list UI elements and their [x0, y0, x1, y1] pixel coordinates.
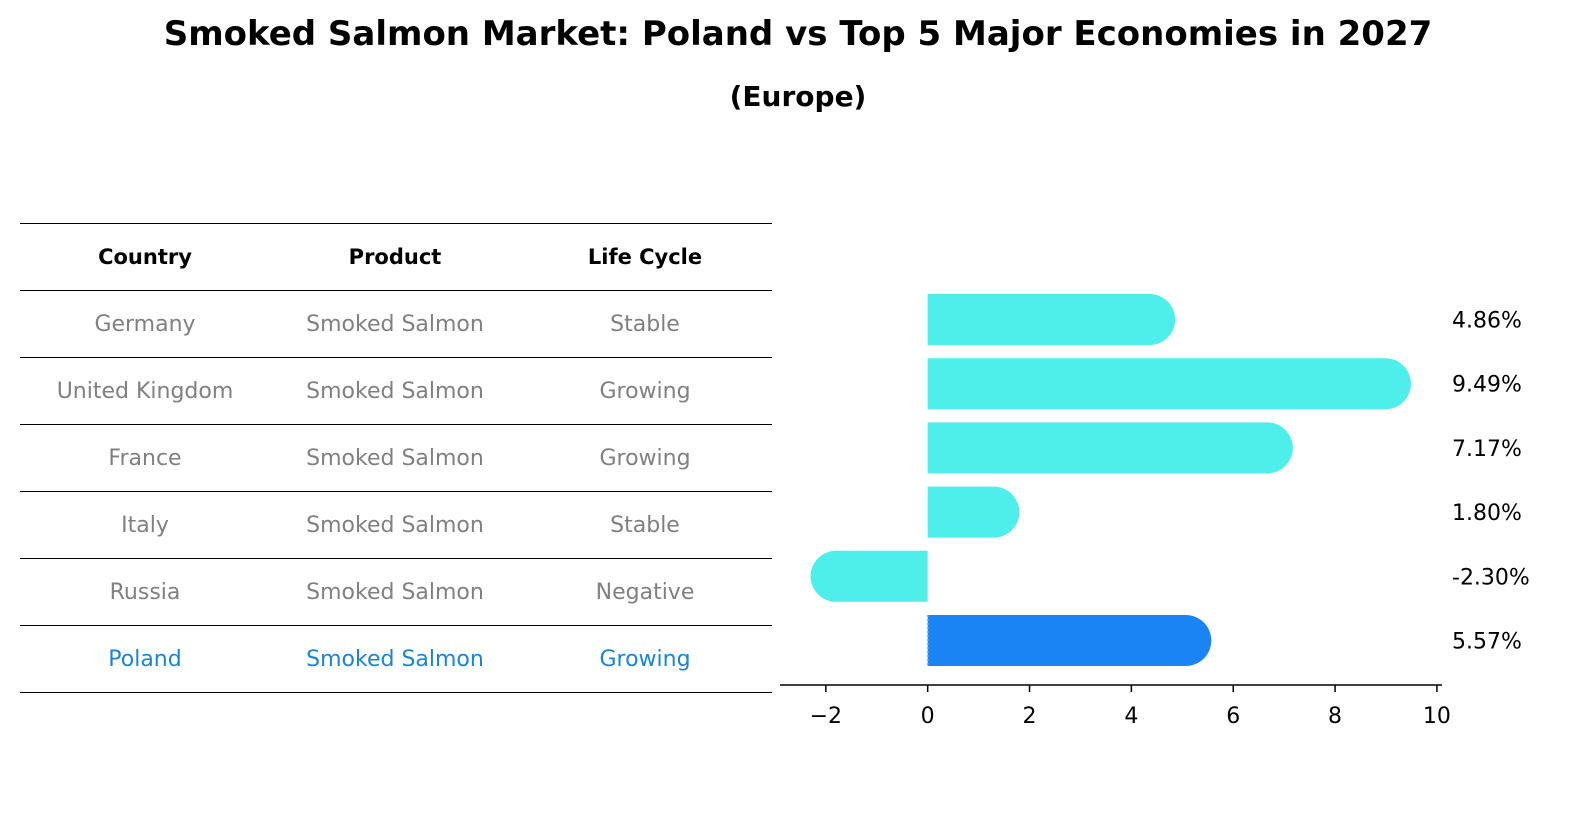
life-cycle-cell: Growing [599, 378, 691, 404]
product-cell: Smoked Salmon [306, 445, 484, 471]
x-tick-label: 8 [1328, 704, 1342, 729]
table-row-highlighted: Poland Smoked Salmon Growing [20, 625, 772, 693]
bar-united-kingdom [927, 358, 1411, 410]
comparison-table: Country Product Life Cycle Germany Smoke… [20, 223, 772, 693]
country-cell: Poland [108, 646, 182, 672]
bar-germany [927, 294, 1176, 345]
country-cell: United Kingdom [56, 378, 234, 404]
product-cell: Smoked Salmon [306, 512, 484, 538]
life-cycle-cell: Stable [610, 311, 680, 337]
table-row: United Kingdom Smoked Salmon Growing [20, 357, 772, 424]
country-cell: Russia [109, 579, 181, 605]
growth-bar-chart: 4.86% 9.49% 7.17% 1.80% -2.30% 5.57% −2 0 2 4 6 8 10 [780, 294, 1530, 729]
data-label: 9.49% [1452, 373, 1522, 398]
country-cell: Italy [121, 512, 169, 538]
chart-subtitle: (Europe) [729, 80, 867, 113]
table-row: Russia Smoked Salmon Negative [20, 558, 772, 625]
life-cycle-cell: Growing [599, 445, 691, 471]
data-label: -2.30% [1452, 565, 1530, 590]
header-product: Product [348, 245, 442, 269]
bar-russia [810, 550, 928, 602]
life-cycle-cell: Growing [599, 646, 691, 672]
table-header-row: Country Product Life Cycle [20, 223, 772, 290]
chart-title: Smoked Salmon Market: Poland vs Top 5 Ma… [163, 14, 1433, 54]
x-tick-label: 0 [921, 704, 935, 729]
product-cell: Smoked Salmon [306, 579, 484, 605]
table-row: Germany Smoked Salmon Stable [20, 290, 772, 357]
life-cycle-cell: Stable [610, 512, 680, 538]
data-label: 4.86% [1452, 309, 1522, 334]
x-tick-label: 6 [1226, 704, 1240, 729]
x-tick-label: −2 [810, 704, 842, 729]
data-label: 7.17% [1452, 437, 1522, 462]
data-label: 1.80% [1452, 501, 1522, 526]
header-country: Country [98, 245, 192, 269]
life-cycle-cell: Negative [595, 579, 695, 605]
country-cell: France [108, 445, 182, 471]
table-row: France Smoked Salmon Growing [20, 424, 772, 491]
bar-france [927, 422, 1293, 474]
data-label: 5.57% [1452, 630, 1522, 655]
product-cell: Smoked Salmon [306, 311, 484, 337]
x-tick-label: 10 [1423, 704, 1451, 729]
product-cell: Smoked Salmon [306, 646, 484, 672]
x-tick-label: 2 [1023, 704, 1037, 729]
country-cell: Germany [94, 311, 196, 337]
product-cell: Smoked Salmon [306, 378, 484, 404]
header-life-cycle: Life Cycle [587, 245, 703, 269]
x-tick-label: 4 [1124, 704, 1138, 729]
bar-poland [927, 615, 1212, 666]
bar-italy [927, 486, 1020, 538]
table-row: Italy Smoked Salmon Stable [20, 491, 772, 558]
